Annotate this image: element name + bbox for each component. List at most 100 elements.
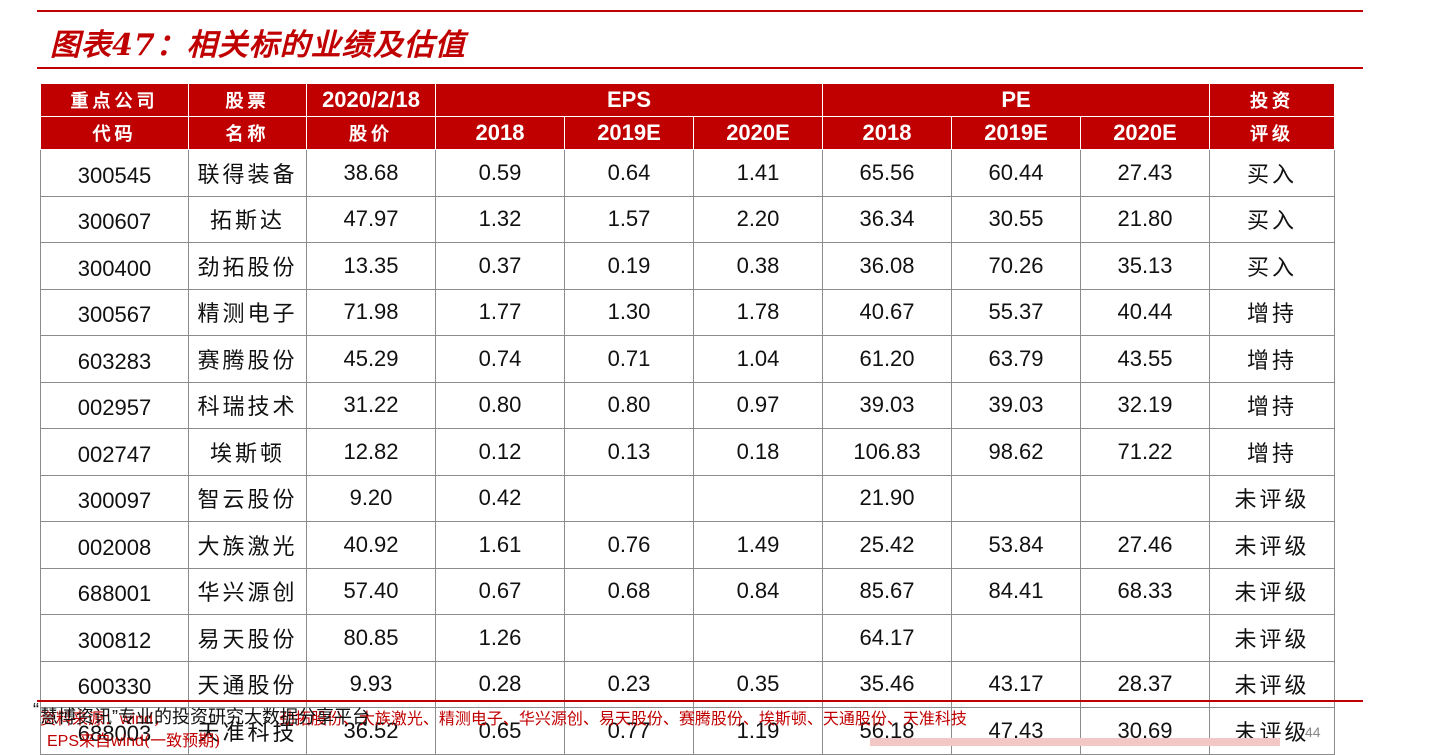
cell-pe-2018: 61.20: [822, 335, 952, 383]
cell-eps-2020e: 0.84: [693, 567, 823, 615]
cell-rating: 买入: [1209, 242, 1335, 290]
header-investment: 投资: [1209, 83, 1335, 117]
cell-name: 天通股份: [188, 660, 307, 708]
valuation-table: 重点公司 股票 2020/2/18 EPS PE 投资 代码 名称 股价 201…: [40, 83, 1335, 755]
cell-price: 57.40: [306, 567, 436, 615]
cell-pe-2020e: 35.13: [1080, 242, 1210, 290]
table-row: 603283 赛腾股份 45.29 0.74 0.71 1.04 61.20 6…: [40, 335, 1335, 383]
cell-pe-2019e: 55.37: [951, 288, 1081, 336]
page-title: 图表47：相关标的业绩及估值: [50, 28, 466, 63]
cell-pe-2020e: 40.44: [1080, 288, 1210, 336]
cell-eps-2020e: 1.41: [693, 149, 823, 197]
cell-name: 赛腾股份: [188, 335, 307, 383]
cell-code: 300097: [40, 474, 189, 522]
cell-pe-2019e: 70.26: [951, 242, 1081, 290]
cell-eps-2020e: 1.78: [693, 288, 823, 336]
cell-pe-2018: 36.34: [822, 195, 952, 243]
header-price: 股价: [306, 116, 436, 150]
cell-pe-2018: 106.83: [822, 428, 952, 476]
cell-eps-2020e: 2.20: [693, 195, 823, 243]
cell-pe-2019e: 53.84: [951, 521, 1081, 569]
cell-eps-2018: 1.77: [435, 288, 565, 336]
cell-code: 300400: [40, 242, 189, 290]
header-eps-2018: 2018: [435, 116, 565, 150]
header-stock: 股票: [188, 83, 307, 117]
cell-rating: 未评级: [1209, 614, 1335, 662]
source-note: 资料来源：wind， 劲拓股份、大族激光、精测电子、华兴源创、易天股份、赛腾股份、…: [40, 705, 967, 729]
cell-eps-2018: 0.12: [435, 428, 565, 476]
cell-pe-2019e: 47.43: [951, 707, 1081, 755]
cell-rating: 增持: [1209, 428, 1335, 476]
eps-note-prefix: EPS来自wind: [47, 733, 144, 750]
cell-code: 002008: [40, 521, 189, 569]
cell-pe-2019e: [951, 474, 1081, 522]
cell-price: 13.35: [306, 242, 436, 290]
cell-pe-2019e: 60.44: [951, 149, 1081, 197]
cell-price: 9.20: [306, 474, 436, 522]
cell-pe-2018: 85.67: [822, 567, 952, 615]
cell-name: 智云股份: [188, 474, 307, 522]
cell-eps-2020e: [693, 474, 823, 522]
cell-eps-2018: 0.80: [435, 381, 565, 429]
table-row: 300400 劲拓股份 13.35 0.37 0.19 0.38 36.08 7…: [40, 242, 1335, 290]
top-rule: [37, 10, 1363, 12]
cell-code: 300567: [40, 288, 189, 336]
cell-eps-2019e: 1.30: [564, 288, 694, 336]
table-row: 300607 拓斯达 47.97 1.32 1.57 2.20 36.34 30…: [40, 195, 1335, 243]
eps-note-rest: (一致预期): [143, 731, 221, 750]
cell-name: 精测电子: [188, 288, 307, 336]
cell-eps-2018: 0.59: [435, 149, 565, 197]
cell-pe-2018: 65.56: [822, 149, 952, 197]
cell-eps-2019e: 0.76: [564, 521, 694, 569]
header-row-1: 重点公司 股票 2020/2/18 EPS PE 投资: [40, 83, 1335, 117]
table-row: 002008 大族激光 40.92 1.61 0.76 1.49 25.42 5…: [40, 521, 1335, 569]
header-code: 代码: [40, 116, 189, 150]
cell-code: 002747: [40, 428, 189, 476]
source-prefix: 资料来源：wind，: [40, 711, 169, 728]
cell-eps-2020e: 1.04: [693, 335, 823, 383]
watermark-quote: “: [33, 700, 39, 720]
cell-eps-2019e: 1.57: [564, 195, 694, 243]
cell-pe-2020e: 43.55: [1080, 335, 1210, 383]
cell-eps-2019e: 0.64: [564, 149, 694, 197]
table-row: 002747 埃斯顿 12.82 0.12 0.13 0.18 106.83 9…: [40, 428, 1335, 476]
cell-pe-2020e: 21.80: [1080, 195, 1210, 243]
cell-price: 38.68: [306, 149, 436, 197]
cut-off-banner: [870, 738, 1280, 746]
cell-price: 71.98: [306, 288, 436, 336]
cell-price: 31.22: [306, 381, 436, 429]
cell-pe-2018: 25.42: [822, 521, 952, 569]
cell-price: 40.92: [306, 521, 436, 569]
title-rule: [37, 67, 1363, 69]
cell-pe-2020e: 30.69: [1080, 707, 1210, 755]
header-pe-2018: 2018: [822, 116, 952, 150]
cell-pe-2018: 21.90: [822, 474, 952, 522]
cell-code: 300545: [40, 149, 189, 197]
header-pe-2019e: 2019E: [951, 116, 1081, 150]
cell-eps-2018: 0.74: [435, 335, 565, 383]
cell-eps-2018: 0.42: [435, 474, 565, 522]
table-row: 300097 智云股份 9.20 0.42 21.90 未评级: [40, 474, 1335, 522]
cell-name: 埃斯顿: [188, 428, 307, 476]
cell-pe-2019e: 84.41: [951, 567, 1081, 615]
cell-eps-2020e: 0.18: [693, 428, 823, 476]
cell-eps-2018: 0.67: [435, 567, 565, 615]
cell-code: 603283: [40, 335, 189, 383]
header-date: 2020/2/18: [306, 83, 436, 117]
cell-pe-2020e: 32.19: [1080, 381, 1210, 429]
table-row: 300545 联得装备 38.68 0.59 0.64 1.41 65.56 6…: [40, 149, 1335, 197]
bottom-rule: [37, 700, 1363, 702]
cell-eps-2019e: [564, 614, 694, 662]
table-row: 300567 精测电子 71.98 1.77 1.30 1.78 40.67 5…: [40, 288, 1335, 336]
cell-eps-2019e: 0.19: [564, 242, 694, 290]
table-row: 688001 华兴源创 57.40 0.67 0.68 0.84 85.67 8…: [40, 567, 1335, 615]
cell-name: 华兴源创: [188, 567, 307, 615]
cell-pe-2019e: 39.03: [951, 381, 1081, 429]
header-row-2: 代码 名称 股价 2018 2019E 2020E 2018 2019E 202…: [40, 116, 1335, 150]
cell-eps-2019e: 0.13: [564, 428, 694, 476]
cell-rating: 增持: [1209, 288, 1335, 336]
cell-pe-2020e: 71.22: [1080, 428, 1210, 476]
cell-rating: 增持: [1209, 335, 1335, 383]
source-list: 劲拓股份、大族激光、精测电子、华兴源创、易天股份、赛腾股份、埃斯顿、天通股份、天…: [278, 709, 967, 728]
cell-pe-2019e: 98.62: [951, 428, 1081, 476]
